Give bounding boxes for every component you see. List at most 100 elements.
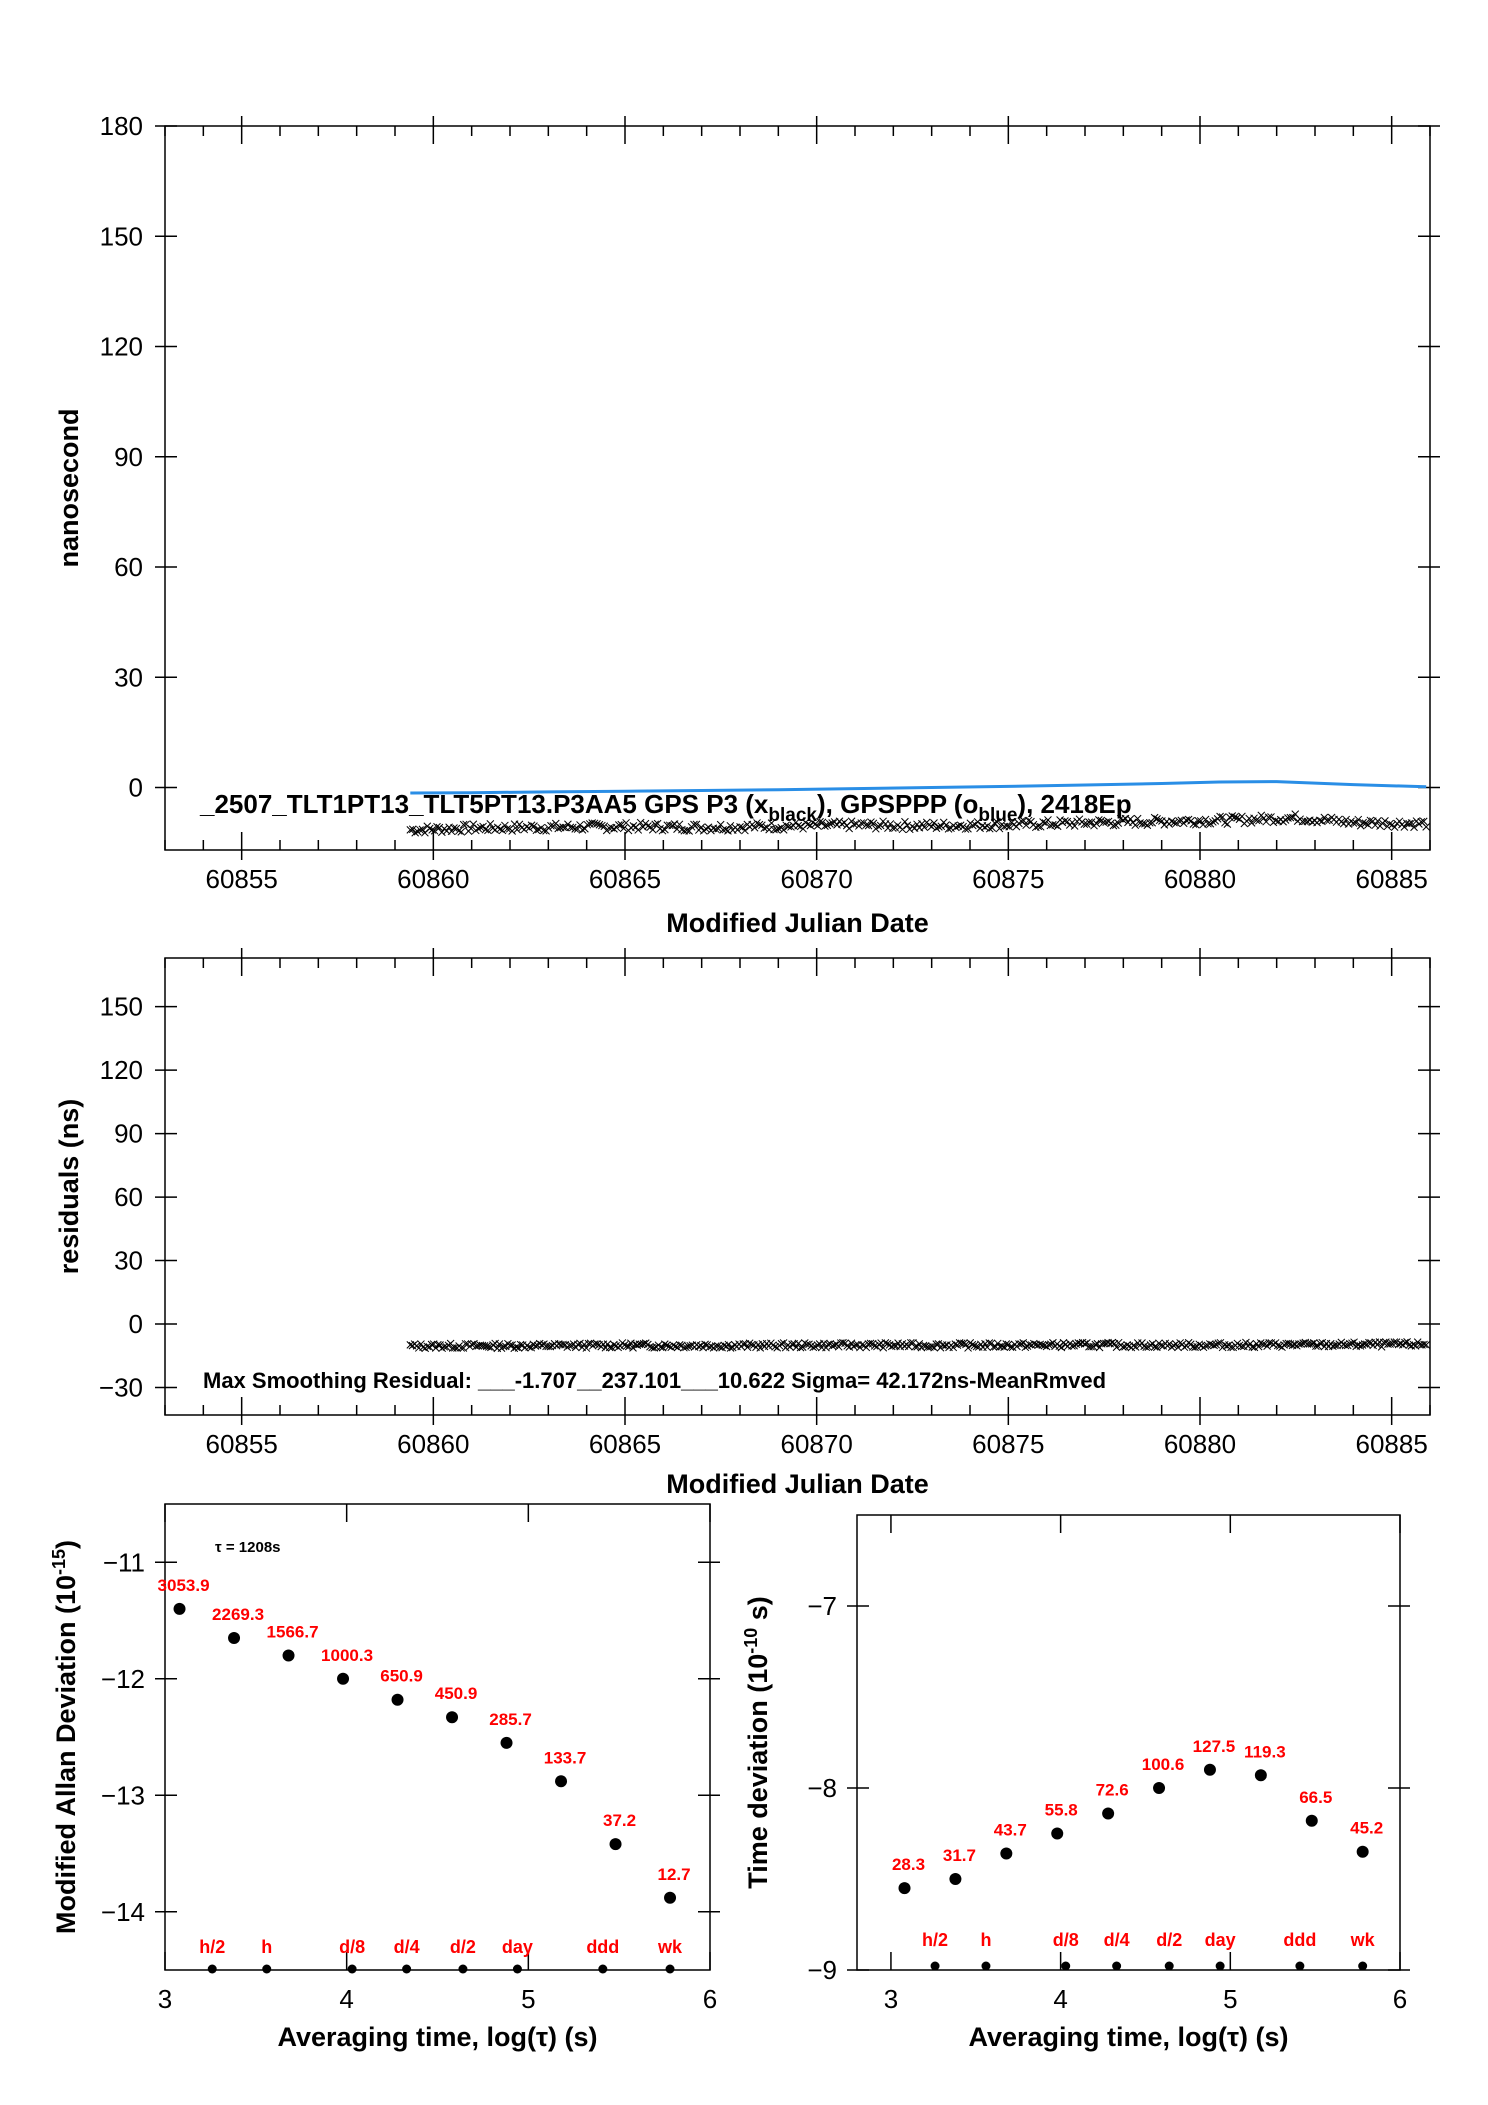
gps-p3-marker xyxy=(486,819,495,828)
panel-time-deviation-data-point xyxy=(1254,1769,1267,1782)
gps-p3-marker xyxy=(1189,820,1198,828)
gps-p3-marker xyxy=(862,821,870,829)
residual-marker xyxy=(1142,1343,1151,1352)
gps-p3-marker xyxy=(610,825,618,833)
gps-p3-marker xyxy=(1352,818,1360,827)
gps-p3-marker xyxy=(1301,817,1309,826)
panel-time-deviation-point-label: 55.8 xyxy=(1045,1801,1078,1820)
panel-allan-point-label: 37.2 xyxy=(603,1811,636,1830)
gps-p3-marker xyxy=(927,822,936,831)
gps-p3-marker xyxy=(964,824,972,833)
residual-marker xyxy=(987,1339,996,1348)
gps-p3-marker xyxy=(1170,818,1178,827)
panel-allan-ylabel-sup: -15 xyxy=(49,1549,69,1575)
panel2-ytick-label: 120 xyxy=(100,1055,143,1085)
residual-marker xyxy=(1029,1339,1038,1348)
gps-p3-marker xyxy=(993,818,1001,826)
residual-marker xyxy=(1339,1340,1348,1349)
residual-marker xyxy=(1390,1338,1399,1346)
gps-p3-marker xyxy=(1048,820,1057,829)
residual-marker xyxy=(747,1340,756,1349)
residual-marker xyxy=(1091,1340,1100,1349)
residual-marker xyxy=(813,1341,822,1349)
panel-time-deviation-interval-label: h xyxy=(980,1930,991,1950)
residual-marker xyxy=(883,1339,892,1348)
gps-p3-marker xyxy=(1318,817,1326,826)
residual-marker xyxy=(1174,1343,1182,1352)
residual-marker xyxy=(890,1341,898,1350)
residual-marker xyxy=(1076,1339,1085,1348)
residual-marker xyxy=(964,1344,972,1352)
gps-p3-marker xyxy=(622,818,630,827)
residual-marker xyxy=(1201,1342,1210,1350)
panel-time-deviation-xtick-label: 4 xyxy=(1053,1984,1067,2014)
gps-p3-marker xyxy=(1410,823,1418,832)
residual-marker xyxy=(554,1340,563,1348)
residual-marker xyxy=(792,1343,801,1352)
residual-marker xyxy=(434,1340,442,1349)
gps-p3-marker xyxy=(1395,817,1404,826)
gps-p3-marker xyxy=(476,823,485,832)
gps-p3-marker xyxy=(908,822,917,831)
panel-clock-offset: 60855 60860 60865 60870 60875 60880 60885 0 30 60… xyxy=(54,111,1440,938)
gps-p3-marker xyxy=(554,824,563,833)
residual-marker xyxy=(436,1341,444,1349)
residual-marker xyxy=(431,1344,440,1352)
gps-p3-marker xyxy=(1024,816,1033,825)
gps-p3-marker xyxy=(617,820,626,829)
gps-p3-marker xyxy=(411,828,420,837)
panel-time-deviation-interval-dot xyxy=(1164,1961,1174,1971)
residual-marker xyxy=(1288,1341,1297,1350)
panel-allan-data-point xyxy=(337,1672,350,1685)
gps-p3-marker xyxy=(748,820,757,829)
residual-marker xyxy=(1038,1341,1047,1349)
panel1-ytick-label: 60 xyxy=(114,552,143,582)
residual-marker xyxy=(491,1339,500,1348)
gps-p3-marker xyxy=(559,823,567,831)
gps-p3-marker xyxy=(816,817,824,826)
tau-note: τ = 1208s xyxy=(215,1539,281,1556)
gps-p3-marker xyxy=(428,826,437,834)
panel-time-deviation-ytick-label: −7 xyxy=(807,1591,837,1621)
residual-marker xyxy=(1152,1343,1161,1352)
residual-marker xyxy=(590,1340,599,1348)
panel1-xtick-label: 60860 xyxy=(397,864,469,894)
panel-allan-data-point xyxy=(664,1891,677,1904)
panel-allan-xlabel: Averaging time, log(τ) (s) xyxy=(277,2022,597,2052)
residual-marker xyxy=(711,1342,720,1350)
residual-marker xyxy=(949,1343,958,1352)
gps-p3-marker xyxy=(804,820,812,829)
residual-marker xyxy=(467,1340,476,1349)
gps-p3-marker xyxy=(961,825,970,833)
gps-p3-marker xyxy=(903,821,912,830)
residual-marker xyxy=(849,1342,858,1351)
gps-p3-marker xyxy=(850,820,858,829)
gps-p3-marker xyxy=(770,825,778,834)
residual-marker xyxy=(1307,1340,1316,1348)
residual-marker xyxy=(537,1340,546,1349)
panel-allan-interval-dot xyxy=(402,1964,412,1974)
residual-marker xyxy=(985,1339,994,1347)
panel-allan-interval-dot xyxy=(458,1964,468,1974)
gps-p3-marker xyxy=(583,820,592,829)
gps-p3-marker xyxy=(995,824,1004,833)
gps-p3-marker xyxy=(857,819,866,827)
gps-p3-marker xyxy=(1068,818,1077,827)
residual-marker xyxy=(1112,1343,1121,1352)
residual-marker xyxy=(909,1338,917,1347)
gps-p3-marker xyxy=(1199,820,1207,829)
legend-text: _2507_TLT1PT13_TLT5PT13.P3AA5 GPS P3 (xb… xyxy=(199,789,1132,826)
residual-marker xyxy=(820,1339,828,1348)
gps-p3-marker xyxy=(457,828,466,836)
residual-marker xyxy=(858,1340,866,1349)
residual-marker xyxy=(881,1338,890,1347)
panel-allan-point-label: 12.7 xyxy=(657,1865,690,1884)
residual-marker xyxy=(1082,1339,1091,1347)
residual-marker xyxy=(739,1340,748,1348)
gps-p3-marker xyxy=(454,827,463,835)
gps-p3-marker xyxy=(1223,820,1232,828)
residual-marker xyxy=(1375,1338,1384,1346)
residual-marker xyxy=(646,1342,654,1351)
panel1-ytick-label: 90 xyxy=(114,442,143,472)
gps-p3-marker xyxy=(1359,818,1367,827)
